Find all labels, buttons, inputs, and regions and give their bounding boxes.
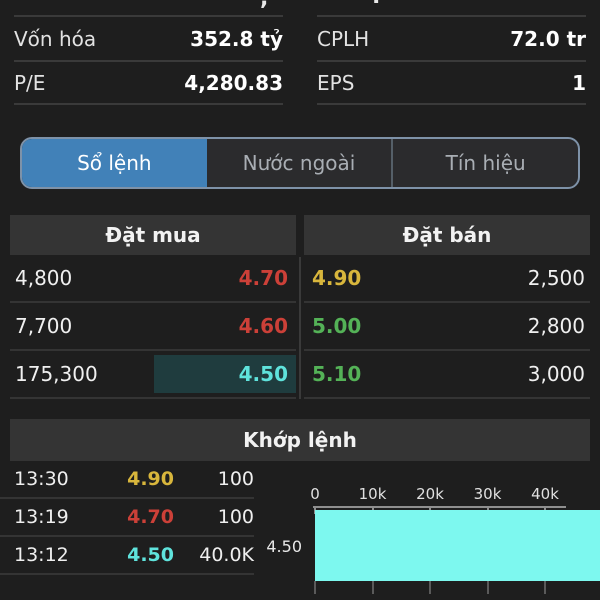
tick-mark [429, 581, 431, 594]
stats-right-column: . CPLH 72.0 tr EPS 1 [317, 0, 586, 105]
x-tick-label: 10k [358, 485, 387, 503]
stat-row-market-cap: Vốn hóa 352.8 tỷ [14, 15, 283, 60]
buy-price: 4.60 [238, 314, 288, 338]
x-tick-label: 0 [310, 485, 320, 503]
trade-volume: 40.0K [199, 544, 254, 566]
matched-order-row[interactable]: 13:30 4.90 100 [0, 461, 254, 499]
stat-value: 4,280.83 [184, 70, 283, 95]
stat-label: EPS [317, 70, 355, 95]
matched-orders-table: 13:30 4.90 100 13:19 4.70 100 13:12 4.50… [0, 461, 254, 594]
buy-volume: 175,300 [15, 362, 98, 386]
buy-order-row[interactable]: 7,700 4.60 [10, 303, 296, 351]
trade-price: 4.90 [127, 468, 174, 490]
x-tick-label: 20k [416, 485, 444, 503]
sell-order-row[interactable]: 5.00 2,800 [304, 303, 590, 351]
buy-volume: 7,700 [15, 314, 73, 338]
matched-orders-body: 13:30 4.90 100 13:19 4.70 100 13:12 4.50… [0, 461, 600, 594]
stat-value: 352.8 tỷ [190, 26, 283, 51]
sell-price: 5.00 [312, 314, 362, 338]
sell-volume: 3,000 [527, 362, 585, 386]
chart-bottom-ticks [314, 581, 546, 594]
buy-orders-column: 4,800 4.70 7,700 4.60 175,300 4.50 [10, 255, 296, 399]
trade-volume: 100 [217, 506, 254, 528]
tick-mark [314, 581, 316, 594]
stat-label: CPLH [317, 26, 370, 51]
matched-orders-header: Khớp lệnh [10, 419, 590, 461]
chart-x-axis-line [313, 506, 566, 508]
stat-row-pe: P/E 4,280.83 [14, 60, 283, 105]
tab-order-book[interactable]: Sổ lệnh [22, 139, 207, 187]
buy-volume: 4,800 [15, 266, 73, 290]
sell-order-row[interactable]: 4.90 2,500 [304, 255, 590, 303]
sell-price: 4.90 [312, 266, 362, 290]
sell-orders-header: Đặt bán [304, 215, 590, 255]
chart-price-label: 4.50 [266, 537, 302, 556]
cutoff-row-right: . [317, 0, 586, 15]
x-tick-label: 30k [473, 485, 502, 503]
order-book-rows: 4,800 4.70 7,700 4.60 175,300 4.50 4.90 … [0, 255, 600, 399]
trade-time: 13:30 [14, 468, 69, 490]
tab-bar: Sổ lệnh Nước ngoài Tín hiệu [20, 137, 580, 189]
stats-section: , Vốn hóa 352.8 tỷ P/E 4,280.83 . CPLH 7… [0, 0, 600, 105]
tick-mark [544, 581, 546, 594]
sell-volume: 2,800 [527, 314, 585, 338]
tab-foreign[interactable]: Nước ngoài [242, 151, 356, 175]
stats-left-column: , Vốn hóa 352.8 tỷ P/E 4,280.83 [14, 0, 283, 105]
stat-row-cplh: CPLH 72.0 tr [317, 15, 586, 60]
stat-row-eps: EPS 1 [317, 60, 586, 105]
order-book-headers: Đặt mua Đặt bán [0, 215, 600, 255]
buy-orders-header: Đặt mua [10, 215, 296, 255]
volume-bar [315, 510, 600, 581]
stat-value: 72.0 tr [510, 26, 586, 51]
trade-price: 4.70 [127, 506, 174, 528]
buy-price: 4.70 [238, 266, 288, 290]
stat-value: 1 [572, 70, 586, 95]
sell-order-row[interactable]: 5.10 3,000 [304, 351, 590, 399]
buy-order-row[interactable]: 4,800 4.70 [10, 255, 296, 303]
buy-price-highlighted: 4.50 [154, 355, 296, 393]
matched-order-row[interactable]: 13:19 4.70 100 [0, 499, 254, 537]
tick-mark [371, 581, 374, 594]
matched-order-row[interactable]: 13:12 4.50 40.0K [0, 537, 254, 575]
text-fragment: , [260, 0, 268, 11]
tick-mark [486, 581, 489, 594]
trade-time: 13:19 [14, 506, 69, 528]
text-fragment: . [372, 0, 380, 9]
trade-price: 4.50 [127, 544, 174, 566]
chart-x-axis-labels: 0 10k 20k 30k 40k [310, 485, 559, 503]
buy-order-row[interactable]: 175,300 4.50 [10, 351, 296, 399]
sell-orders-column: 4.90 2,500 5.00 2,800 5.10 3,000 [304, 255, 590, 399]
stat-label: P/E [14, 70, 46, 95]
x-tick-label: 40k [531, 485, 559, 503]
volume-by-price-chart: 0 10k 20k 30k 40k 4.50 [254, 461, 600, 594]
tab-signals[interactable]: Tín hiệu [391, 139, 578, 187]
cutoff-row-left: , [14, 0, 283, 15]
trade-volume: 100 [217, 468, 254, 490]
sell-price: 5.10 [312, 362, 362, 386]
sell-volume: 2,500 [527, 266, 585, 290]
trade-time: 13:12 [14, 544, 69, 566]
stat-label: Vốn hóa [14, 26, 97, 51]
